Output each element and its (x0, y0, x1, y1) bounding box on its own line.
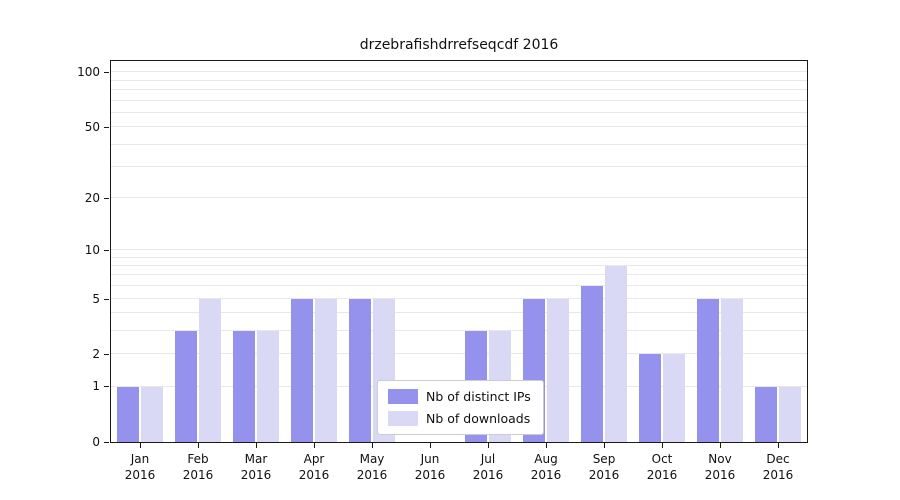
y-tick-label: 10 (84, 242, 100, 257)
y-tick-mark (104, 198, 109, 200)
x-tick-mark (488, 443, 489, 448)
gridline (111, 111, 807, 113)
x-tick-label: Nov 2016 (704, 452, 736, 482)
y-tick-mark (104, 249, 109, 251)
gridline (111, 143, 807, 145)
gridline (111, 197, 807, 199)
bar-distinct-ips (233, 331, 255, 442)
gridline (111, 79, 807, 81)
bar-downloads (141, 386, 163, 442)
x-tick-label: Apr 2016 (298, 452, 330, 482)
gridline (111, 256, 807, 258)
legend: Nb of distinct IPs Nb of downloads (377, 380, 544, 435)
bar-distinct-ips (349, 298, 371, 442)
y-tick-label: 50 (84, 120, 100, 135)
bar-downloads (547, 298, 569, 442)
x-tick-mark (198, 443, 199, 448)
y-tick-label: 5 (92, 291, 100, 306)
y-tick-mark (104, 354, 109, 356)
chart-title: drzebrafishdrrefseqcdf 2016 (359, 37, 559, 53)
gridline (111, 312, 807, 314)
bar-downloads (721, 298, 743, 442)
gridline (111, 330, 807, 331)
gridline (111, 89, 807, 91)
x-tick-label: Jun 2016 (414, 452, 446, 482)
x-tick-mark (256, 443, 257, 448)
bar-downloads (779, 386, 801, 442)
legend-item-downloads: Nb of downloads (388, 411, 531, 426)
gridline (111, 166, 807, 168)
gridline (111, 353, 807, 355)
plot-area: Nb of distinct IPs Nb of downloads (110, 60, 808, 443)
gridline (111, 71, 807, 73)
bar-distinct-ips (581, 286, 603, 442)
bar-downloads (663, 354, 685, 442)
y-tick-label: 1 (92, 379, 100, 394)
legend-label-distinct-ips: Nb of distinct IPs (426, 389, 531, 404)
gridline (111, 265, 807, 267)
gridline (111, 274, 807, 276)
bar-downloads (199, 298, 221, 442)
x-tick-mark (604, 443, 605, 448)
y-tick-mark (104, 72, 109, 74)
x-tick-mark (140, 443, 141, 448)
legend-label-downloads: Nb of downloads (426, 411, 531, 426)
x-tick-mark (430, 443, 431, 448)
bar-distinct-ips (175, 331, 197, 442)
bar-distinct-ips (639, 354, 661, 442)
gridline (111, 285, 807, 287)
y-tick-mark (104, 127, 109, 129)
bar-downloads (315, 298, 337, 442)
y-tick-mark (104, 442, 109, 443)
x-tick-label: May 2016 (356, 452, 388, 482)
bar-distinct-ips (755, 386, 777, 442)
y-tick-label: 2 (92, 347, 100, 362)
x-tick-mark (546, 443, 547, 448)
bar-distinct-ips (697, 298, 719, 442)
x-tick-label: Jul 2016 (472, 452, 504, 482)
bar-distinct-ips (291, 298, 313, 442)
bar-downloads (257, 331, 279, 442)
bar-distinct-ips (117, 386, 139, 442)
x-tick-label: Feb 2016 (182, 452, 214, 482)
x-tick-label: Dec 2016 (762, 452, 794, 482)
legend-item-distinct-ips: Nb of distinct IPs (388, 389, 531, 404)
gridline (111, 99, 807, 101)
gridline (111, 248, 807, 250)
y-tick-mark (104, 386, 109, 388)
x-tick-mark (720, 443, 721, 448)
x-tick-mark (662, 443, 663, 448)
x-tick-label: Oct 2016 (646, 452, 678, 482)
legend-swatch-downloads (388, 411, 418, 426)
x-tick-label: Mar 2016 (240, 452, 272, 482)
x-tick-mark (314, 443, 315, 448)
legend-swatch-distinct-ips (388, 389, 418, 404)
gridline (111, 126, 807, 128)
x-tick-label: Aug 2016 (530, 452, 562, 482)
x-tick-mark (778, 443, 779, 448)
gridline (111, 297, 807, 299)
y-tick-label: 0 (92, 435, 100, 449)
x-tick-label: Jan 2016 (124, 452, 156, 482)
y-tick-mark (104, 298, 109, 300)
y-tick-label: 20 (84, 191, 100, 206)
y-tick-label: 100 (77, 65, 100, 80)
x-tick-mark (372, 443, 373, 448)
bar-downloads (605, 266, 627, 442)
x-tick-label: Sep 2016 (588, 452, 620, 482)
